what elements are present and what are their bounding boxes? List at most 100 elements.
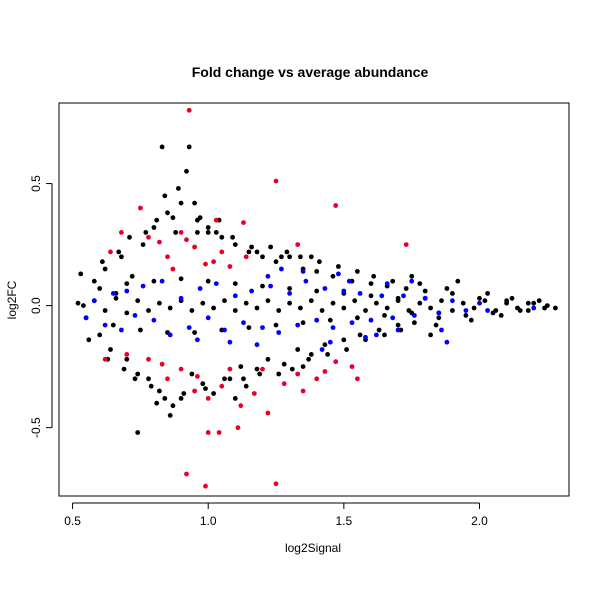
data-point-black (395, 322, 401, 328)
data-point-black (322, 342, 328, 348)
data-point-black (325, 352, 330, 357)
data-point-black (143, 230, 149, 235)
data-point-blue (336, 271, 341, 277)
data-point-red (119, 230, 124, 235)
data-point-black (460, 300, 466, 306)
data-point-black (433, 322, 439, 328)
data-point-black (265, 298, 271, 304)
data-point-black (121, 366, 127, 372)
data-point-black (102, 308, 108, 313)
data-point-black (553, 305, 558, 311)
data-point-red (219, 383, 225, 389)
data-point-blue (91, 298, 97, 304)
data-point-black (238, 364, 244, 369)
data-point-black (200, 381, 206, 387)
data-point-black (260, 254, 265, 260)
data-point-black (300, 364, 306, 369)
data-point-blue (195, 337, 200, 343)
data-point-black (477, 295, 482, 301)
data-point-black (515, 305, 520, 311)
data-point-black (525, 308, 531, 313)
data-point-black (287, 254, 292, 260)
data-point-red (157, 239, 162, 245)
data-point-blue (276, 330, 282, 335)
data-point-black (287, 300, 292, 306)
data-point-black (154, 400, 160, 406)
data-point-red (170, 266, 176, 272)
data-point-black (254, 366, 260, 372)
data-point-black (192, 330, 198, 335)
data-point-black (363, 308, 368, 313)
data-point-blue (349, 320, 355, 326)
data-point-black (189, 308, 195, 313)
data-point-black (78, 271, 84, 277)
data-point-black (355, 315, 360, 321)
data-point-blue (205, 315, 211, 321)
data-point-black (189, 371, 195, 377)
data-point-blue (110, 291, 116, 296)
data-point-black (232, 308, 238, 313)
data-point-black (219, 234, 225, 240)
data-point-blue (322, 286, 328, 291)
data-point-blue (227, 339, 233, 345)
data-point-blue (254, 342, 260, 348)
data-point-black (314, 288, 320, 294)
data-point-red (184, 237, 189, 243)
data-point-red (216, 430, 222, 435)
data-point-black (246, 325, 252, 330)
data-point-blue (213, 281, 219, 286)
data-point-black (439, 298, 444, 304)
data-point-black (230, 234, 236, 240)
data-point-black (116, 249, 122, 255)
data-point-black (140, 242, 146, 248)
data-point-blue (151, 317, 157, 323)
data-point-black (148, 383, 154, 389)
data-point-black (100, 259, 105, 265)
data-point-black (102, 266, 108, 272)
data-point-blue (363, 334, 368, 340)
data-point-black (108, 347, 113, 352)
data-point-black (390, 278, 396, 284)
data-point-black (493, 308, 499, 313)
data-point-black (159, 144, 165, 150)
data-point-red (219, 249, 225, 255)
data-point-black (412, 320, 417, 326)
data-point-black (471, 305, 477, 311)
data-point-red (355, 376, 360, 382)
data-point-black (119, 254, 124, 260)
data-point-black (110, 322, 116, 328)
data-point-red (124, 352, 130, 357)
data-point-red (300, 388, 306, 394)
data-point-black (124, 310, 130, 316)
data-point-red (314, 376, 320, 382)
data-point-black (249, 244, 255, 250)
x-axis: 0.5 1.0 1.5 2.0 (64, 502, 488, 528)
data-point-black (265, 356, 271, 362)
x-tick-label: 1.0 (200, 514, 217, 528)
data-point-black (485, 291, 490, 296)
data-point-black (154, 217, 160, 223)
data-point-black (308, 254, 314, 260)
chart-title: Fold change vs average abundance (192, 64, 429, 80)
data-point-red (184, 471, 189, 477)
data-point-blue (379, 293, 385, 299)
data-point-black (298, 254, 303, 260)
data-point-black (132, 376, 138, 382)
data-point-red (238, 403, 244, 409)
data-point-red (138, 205, 143, 211)
data-point-red (195, 374, 200, 379)
data-point-black (205, 278, 211, 284)
data-point-black (382, 313, 387, 318)
data-point-black (167, 413, 173, 418)
data-point-red (211, 259, 217, 265)
data-point-red (213, 217, 219, 223)
data-point-black (409, 273, 415, 279)
data-point-black (308, 352, 314, 357)
data-point-black (178, 276, 184, 282)
data-point-black (525, 300, 531, 306)
data-point-red (227, 264, 233, 269)
data-point-blue (124, 288, 130, 294)
data-point-black (146, 308, 151, 313)
